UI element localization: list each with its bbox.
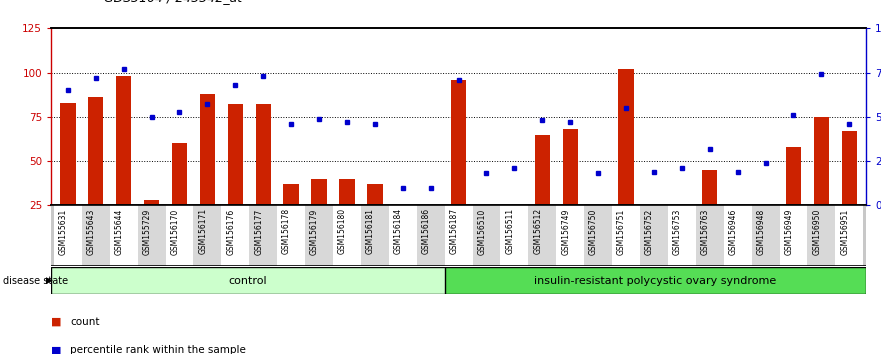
Text: GSM155729: GSM155729 — [143, 208, 152, 255]
Bar — [807, 205, 835, 266]
Bar — [702, 170, 717, 205]
Bar — [361, 205, 389, 266]
Bar — [333, 205, 361, 266]
Text: GSM156948: GSM156948 — [757, 208, 766, 255]
Bar — [54, 205, 82, 266]
Bar — [51, 267, 445, 294]
Text: GSM156950: GSM156950 — [812, 208, 821, 255]
Text: GSM156177: GSM156177 — [255, 208, 263, 255]
Bar — [116, 76, 131, 205]
Bar — [137, 205, 166, 266]
Bar — [612, 205, 640, 266]
Bar — [227, 104, 243, 205]
Text: GSM156749: GSM156749 — [561, 208, 570, 255]
Text: GSM156750: GSM156750 — [589, 208, 598, 255]
Bar — [674, 205, 690, 219]
Bar — [200, 94, 215, 205]
Text: GSM156184: GSM156184 — [394, 208, 403, 255]
Text: GSM156753: GSM156753 — [673, 208, 682, 255]
Bar — [500, 205, 529, 266]
Bar — [82, 205, 110, 266]
Bar — [814, 117, 829, 205]
Text: GSM156951: GSM156951 — [840, 208, 849, 255]
Bar — [640, 205, 668, 266]
Text: GSM156949: GSM156949 — [784, 208, 794, 255]
Bar — [535, 135, 550, 205]
Bar — [478, 205, 494, 228]
Text: GSM156512: GSM156512 — [533, 208, 543, 255]
Text: GSM156510: GSM156510 — [478, 208, 486, 255]
Text: GSM156171: GSM156171 — [198, 208, 207, 255]
Bar — [835, 205, 863, 266]
Bar — [780, 205, 807, 266]
Text: GSM156946: GSM156946 — [729, 208, 737, 255]
Bar — [668, 205, 696, 266]
Text: GSM156180: GSM156180 — [338, 208, 347, 255]
Bar — [445, 205, 472, 266]
Text: GSM156179: GSM156179 — [310, 208, 319, 255]
Bar — [758, 205, 774, 232]
Bar — [472, 205, 500, 266]
Text: control: control — [228, 275, 267, 286]
Bar — [144, 200, 159, 205]
Bar — [618, 69, 633, 205]
Bar — [563, 129, 578, 205]
Text: ■: ■ — [51, 346, 62, 354]
Bar — [249, 205, 278, 266]
Bar — [284, 184, 299, 205]
Bar — [311, 179, 327, 205]
Text: GSM156181: GSM156181 — [366, 208, 374, 254]
Bar — [445, 267, 866, 294]
Bar — [389, 205, 417, 266]
Text: GSM156751: GSM156751 — [617, 208, 626, 255]
Bar — [255, 104, 270, 205]
Bar — [451, 80, 466, 205]
Text: GSM156178: GSM156178 — [282, 208, 291, 255]
Bar — [723, 205, 751, 266]
Text: GSM155644: GSM155644 — [115, 208, 123, 255]
Bar — [60, 103, 76, 205]
Bar — [841, 131, 857, 205]
Bar — [556, 205, 584, 266]
Bar — [507, 205, 522, 228]
Text: GSM156176: GSM156176 — [226, 208, 235, 255]
Bar — [221, 205, 249, 266]
Text: insulin-resistant polycystic ovary syndrome: insulin-resistant polycystic ovary syndr… — [534, 275, 776, 286]
Text: GSM156763: GSM156763 — [700, 208, 710, 255]
Bar — [166, 205, 194, 266]
Text: GSM156186: GSM156186 — [422, 208, 431, 255]
Bar — [423, 205, 439, 246]
Text: percentile rank within the sample: percentile rank within the sample — [70, 346, 247, 354]
Bar — [339, 179, 354, 205]
Bar — [647, 205, 662, 216]
Text: ▶: ▶ — [46, 276, 53, 285]
Text: GSM156511: GSM156511 — [506, 208, 515, 255]
Bar — [417, 205, 445, 266]
Bar — [367, 184, 382, 205]
Bar — [305, 205, 333, 266]
Text: count: count — [70, 317, 100, 327]
Bar — [278, 205, 305, 266]
Text: disease state: disease state — [3, 275, 68, 286]
Text: ■: ■ — [51, 317, 62, 327]
Bar — [529, 205, 556, 266]
Bar — [730, 205, 745, 232]
Bar — [110, 205, 137, 266]
Text: GDS3104 / 243342_at: GDS3104 / 243342_at — [104, 0, 242, 4]
Text: GSM156752: GSM156752 — [645, 208, 654, 255]
Bar — [751, 205, 780, 266]
Text: GSM156187: GSM156187 — [449, 208, 459, 255]
Bar — [786, 147, 801, 205]
Bar — [88, 97, 103, 205]
Bar — [194, 205, 221, 266]
Text: GSM156170: GSM156170 — [171, 208, 180, 255]
Text: GSM155631: GSM155631 — [59, 208, 68, 255]
Bar — [584, 205, 612, 266]
Bar — [696, 205, 723, 266]
Bar — [172, 143, 187, 205]
Text: GSM155643: GSM155643 — [86, 208, 96, 255]
Bar — [590, 205, 606, 235]
